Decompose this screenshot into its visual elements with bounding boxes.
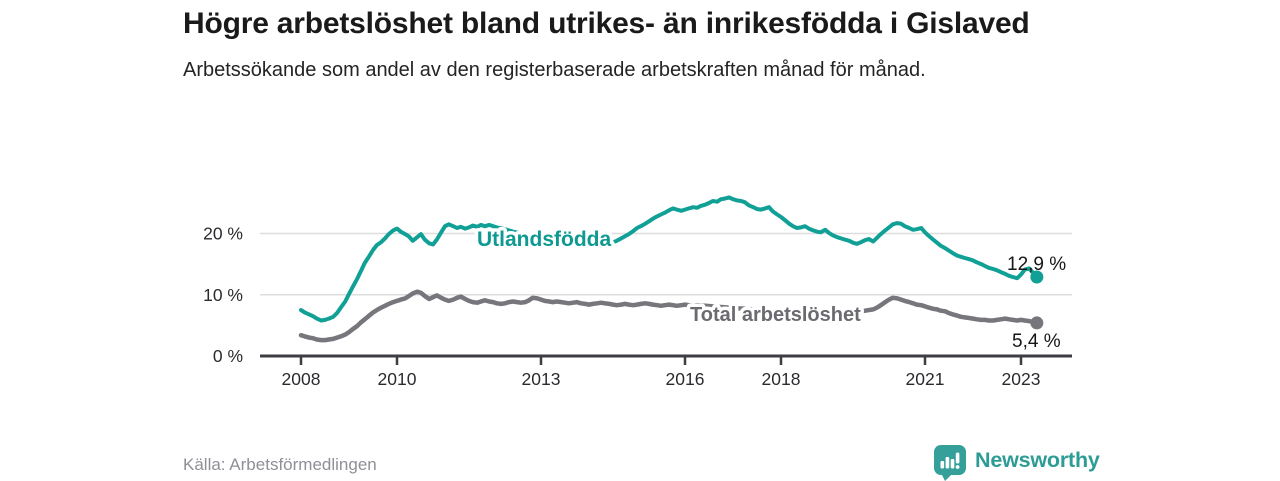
series-label-total: Total arbetslöshet xyxy=(690,304,861,326)
source-note: Källa: Arbetsförmedlingen xyxy=(183,455,377,474)
y-tick-label: 10 % xyxy=(203,285,243,305)
series-end-dot-total xyxy=(1030,316,1044,330)
x-tick-label: 2018 xyxy=(762,369,801,389)
x-tick-label: 2010 xyxy=(378,369,417,389)
series-line-utlandsfodda xyxy=(299,195,1039,323)
y-tick-label: 20 % xyxy=(203,224,243,244)
series-line-total xyxy=(298,289,1040,343)
bar-chart-speech-bubble-icon xyxy=(934,444,966,481)
series-end-dot-utlandsfodda xyxy=(1030,270,1044,284)
end-value-label-utlandsfodda: 12,9 % xyxy=(1007,254,1066,275)
x-tick-label: 2013 xyxy=(522,369,561,389)
page-title: Högre arbetslöshet bland utrikes- än inr… xyxy=(183,7,1030,40)
x-tick-label: 2023 xyxy=(1002,369,1041,389)
x-tick-label: 2016 xyxy=(666,369,705,389)
x-tick-label: 2021 xyxy=(906,369,945,389)
y-tick-label: 0 % xyxy=(213,346,243,366)
newsworthy-logo: Newsworthy xyxy=(933,443,1100,481)
end-value-label-total: 5,4 % xyxy=(1012,331,1061,352)
chart-header: Högre arbetslöshet bland utrikes- än inr… xyxy=(183,6,1063,84)
page-subtitle: Arbetssökande som andel av den registerb… xyxy=(183,59,926,81)
series-label-utlandsfodda: Utlandsfödda xyxy=(477,228,611,251)
x-tick-label: 2008 xyxy=(282,369,321,389)
brand-wordmark: Newsworthy xyxy=(975,447,1100,472)
